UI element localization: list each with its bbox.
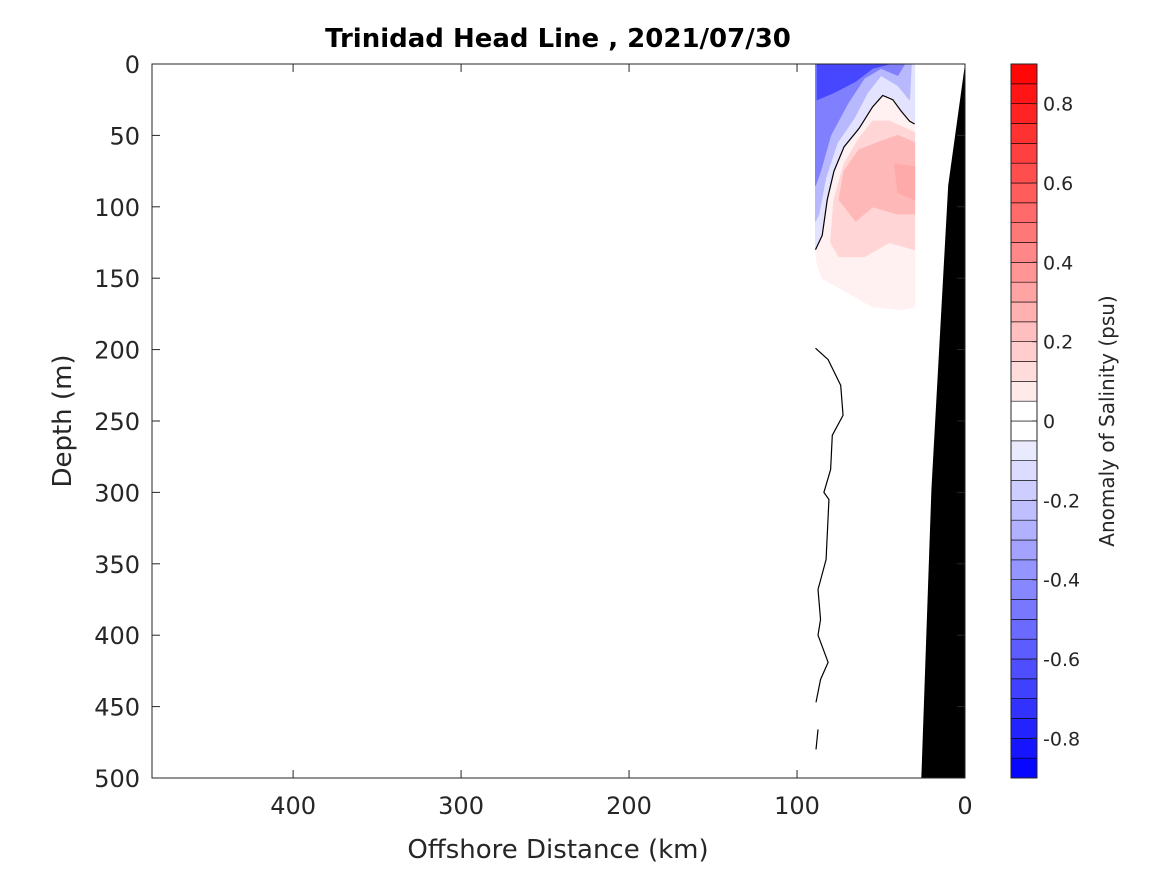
x-tick-label: 300	[438, 792, 484, 820]
colorbar-band	[1010, 182, 1038, 204]
colorbar-tick-label: 0.2	[1043, 332, 1073, 354]
y-tick-label: 450	[94, 694, 140, 722]
x-tick-label: 100	[774, 792, 820, 820]
colorbar-band	[1010, 718, 1038, 739]
colorbar-band	[1010, 519, 1038, 541]
filled-contour-region	[815, 63, 906, 186]
colorbar-band	[1010, 698, 1038, 719]
colorbar-tick-label: -0.6	[1043, 649, 1080, 671]
colorbar-band	[1010, 202, 1038, 223]
colorbar-band	[1010, 500, 1038, 521]
colorbar-tick-label: 0	[1043, 411, 1055, 433]
chart-title: Trinidad Head Line , 2021/07/30	[325, 24, 791, 54]
x-tick-label: 200	[606, 792, 652, 820]
x-axis-label: Offshore Distance (km)	[407, 835, 708, 865]
colorbar-band	[1010, 460, 1038, 481]
colorbar-tick-label: -0.8	[1043, 728, 1080, 750]
colorbar-band	[1010, 242, 1038, 263]
colorbar-tick-label: 0.6	[1043, 173, 1073, 195]
filled-contour-region	[838, 134, 916, 222]
y-tick-label: 100	[94, 194, 140, 222]
colorbar-band	[1010, 281, 1038, 303]
zero-contour-line	[814, 94, 915, 250]
colorbar-band	[1010, 599, 1038, 620]
y-tick-label: 250	[94, 408, 140, 436]
zero-contour-line	[815, 729, 819, 750]
colorbar-band	[1010, 579, 1038, 600]
colorbar-band	[1010, 262, 1038, 283]
y-axis: 0 50 100 150 200 250 300 350 400 450 500	[94, 51, 965, 793]
bathymetry-seafloor	[921, 64, 965, 778]
colorbar-band	[1010, 341, 1038, 362]
colorbar-tick-label: -0.2	[1043, 490, 1080, 512]
colorbar-band	[1010, 440, 1038, 461]
y-tick-label: 350	[94, 551, 140, 579]
y-tick-label: 400	[94, 622, 140, 650]
colorbar-band	[1010, 658, 1038, 680]
y-tick-label: 50	[109, 122, 140, 150]
colorbar-tick-label: -0.4	[1043, 570, 1080, 592]
colorbar-band	[1010, 103, 1038, 124]
colorbar-band	[1010, 301, 1038, 323]
colorbar-band	[1010, 539, 1038, 561]
x-tick-label: 0	[957, 792, 972, 820]
colorbar-band	[1010, 321, 1038, 342]
colorbar-tick-label: 0.8	[1043, 94, 1073, 116]
colorbar-band	[1010, 162, 1038, 184]
colorbar-label: Anomaly of Salinity (psu)	[1095, 295, 1119, 546]
colorbar-band	[1010, 222, 1038, 243]
colorbar-band	[1010, 400, 1038, 422]
colorbar-band	[1010, 638, 1038, 660]
colorbar-tick-label: 0.4	[1043, 252, 1073, 274]
colorbar-band	[1010, 361, 1038, 382]
colorbar-band	[1010, 83, 1038, 104]
colorbar-band	[1010, 123, 1038, 144]
colorbar-band	[1010, 480, 1038, 501]
y-axis-label: Depth (m)	[48, 354, 78, 487]
colorbar-band	[1010, 757, 1038, 779]
y-tick-label: 300	[94, 479, 140, 507]
colorbar-band	[1010, 420, 1038, 442]
colorbar-band	[1010, 738, 1038, 759]
x-tick-label: 400	[270, 792, 316, 820]
plot-area	[151, 63, 966, 779]
zero-contour-line	[815, 347, 844, 703]
y-tick-label: 150	[94, 265, 140, 293]
colorbar-band	[1010, 619, 1038, 640]
y-tick-label: 500	[94, 765, 140, 793]
colorbar-band	[1010, 63, 1038, 85]
colorbar: 0.8 0.6 0.4 0.2 0 -0.2 -0.4 -0.6 -0.8	[1010, 63, 1080, 779]
colorbar-band	[1010, 381, 1038, 402]
colorbar-band	[1010, 559, 1038, 580]
colorbar-band	[1010, 678, 1038, 699]
filled-contour-region	[893, 163, 916, 201]
colorbar-band	[1010, 143, 1038, 164]
y-tick-label: 200	[94, 337, 140, 365]
y-tick-label: 0	[125, 51, 140, 79]
x-axis: 400 300 200 100 0	[270, 64, 973, 820]
